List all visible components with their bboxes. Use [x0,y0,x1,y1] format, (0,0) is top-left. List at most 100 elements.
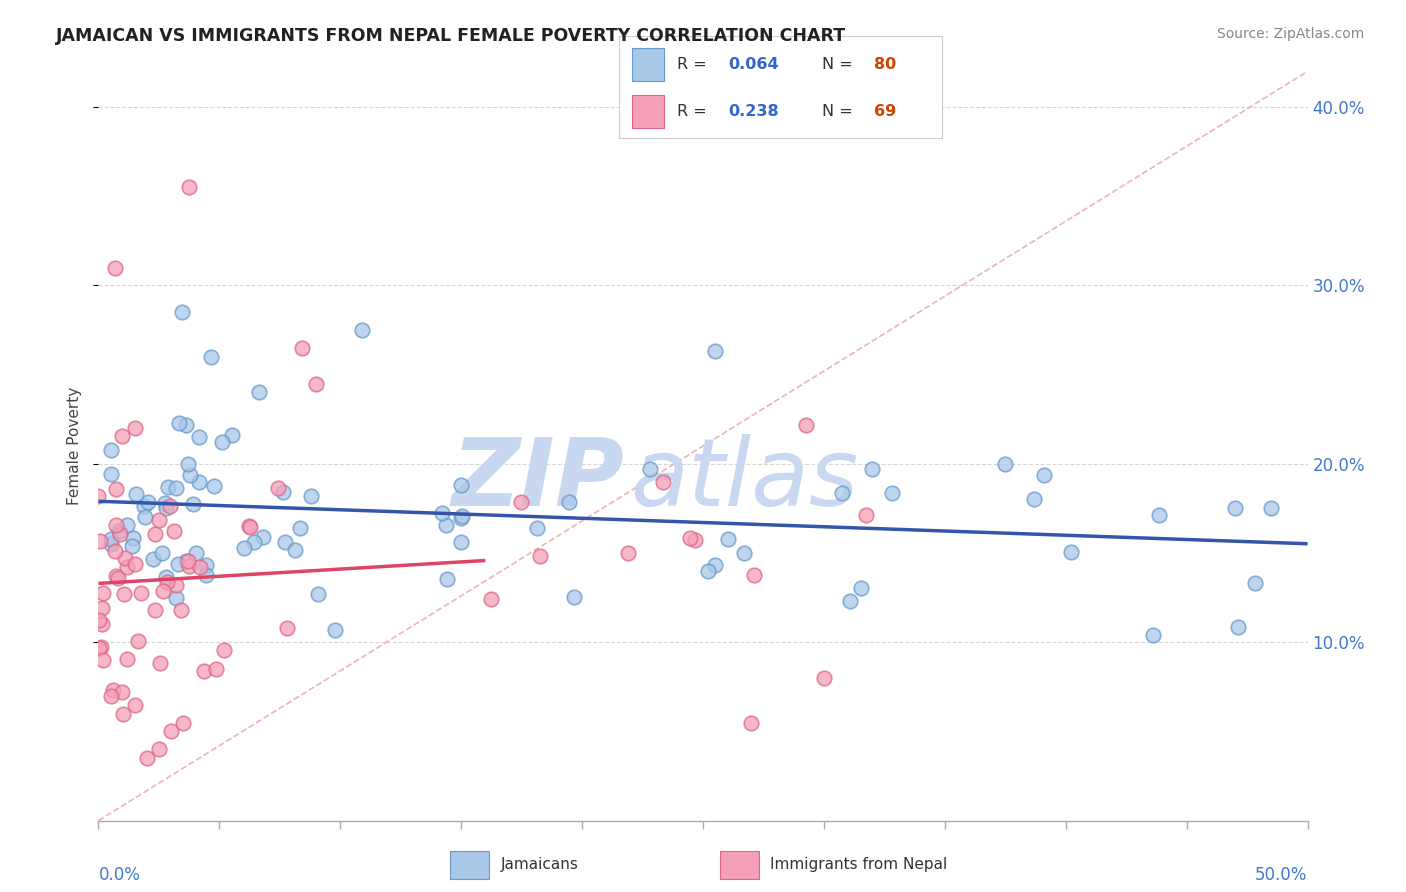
Point [205,661,228,675]
Point [89,534,111,549]
Point [291,341,314,355]
Point [796,417,818,432]
Point [697,564,720,578]
Text: 50.0%: 50.0% [1256,865,1308,884]
Point [124,421,146,435]
Point [994,457,1017,471]
Point [100,537,122,551]
Point [323,623,346,637]
Point [91,586,114,600]
Point [479,591,502,606]
Point [1022,492,1045,507]
Point [233,541,256,556]
Point [430,507,453,521]
Point [165,591,187,606]
Point [436,518,458,533]
Point [831,485,853,500]
Point [170,603,193,617]
Point [450,477,472,491]
Point [451,509,474,524]
Point [179,467,201,482]
Point [193,664,215,678]
Point [127,633,149,648]
Point [882,485,904,500]
Text: 69: 69 [875,104,897,120]
Point [212,642,235,657]
Point [87,489,110,503]
Text: 0.238: 0.238 [728,104,779,120]
FancyBboxPatch shape [450,851,489,879]
Point [436,572,458,586]
Text: atlas: atlas [630,434,859,525]
Point [148,513,170,527]
Point [1243,575,1265,590]
Point [136,494,159,508]
Point [617,546,640,560]
Point [352,323,374,337]
Point [733,546,755,560]
Point [194,558,217,573]
Text: Jamaicans: Jamaicans [501,857,578,871]
Point [276,621,298,635]
Point [740,715,762,730]
Text: 0.064: 0.064 [728,57,779,72]
Point [100,467,122,481]
Point [103,683,125,698]
Point [307,587,329,601]
Point [160,724,183,739]
Point [683,533,706,547]
Point [450,510,472,524]
Point [172,715,194,730]
Point [165,481,187,495]
Point [679,532,702,546]
Point [124,698,146,712]
Point [1147,508,1170,522]
Point [638,462,661,476]
Point [283,543,305,558]
Point [838,593,860,607]
Point [122,531,145,545]
Point [274,534,297,549]
Point [1033,467,1056,482]
Point [155,570,177,584]
Y-axis label: Female Poverty: Female Poverty [67,387,83,505]
Point [238,518,260,533]
Point [150,546,173,560]
Text: Source: ZipAtlas.com: Source: ZipAtlas.com [1216,27,1364,41]
Point [849,581,872,595]
Point [1060,545,1083,559]
Point [105,568,128,582]
Point [211,434,233,449]
Point [91,653,114,667]
Point [167,416,190,430]
Point [1227,620,1250,634]
Point [100,442,122,457]
Point [174,417,197,432]
Point [134,509,156,524]
Point [91,600,114,615]
Point [174,553,197,567]
Point [104,543,127,558]
Point [111,429,134,443]
Point [704,558,727,572]
Text: 0.0%: 0.0% [98,865,141,884]
Point [172,305,194,319]
Point [221,428,243,442]
Point [148,742,170,756]
Point [717,532,740,546]
Point [149,656,172,670]
Point [177,558,200,573]
Point [143,603,166,617]
Point [111,685,134,699]
Point [239,520,262,534]
Point [271,484,294,499]
Point [117,652,139,666]
Point [91,617,114,632]
Point [117,517,139,532]
Point [288,521,311,535]
Text: ZIP: ZIP [451,434,624,525]
Point [860,462,883,476]
Text: N =: N = [823,104,858,120]
Point [305,376,328,391]
Point [131,585,153,599]
